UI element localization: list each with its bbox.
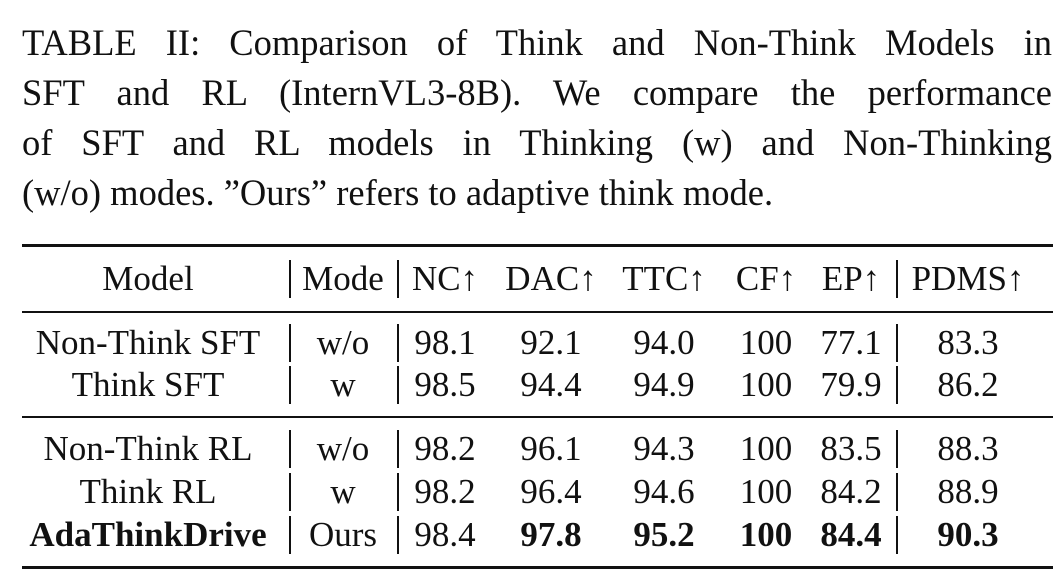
model-cell: Non-Think RL [43, 429, 253, 468]
metric-cell: 83.3 [937, 323, 999, 362]
column-separator [289, 324, 291, 362]
metric-cell: PDMS↑ [911, 259, 1025, 298]
metric-cell: 84.2 [820, 472, 882, 511]
column-separator [289, 260, 291, 298]
caption-line: (w/o) modes. ”Ours” refers to adaptive t… [22, 172, 774, 213]
column-separator [397, 366, 399, 404]
metric-cell: NC↑ [411, 259, 479, 298]
metric-cell: 88.3 [937, 429, 999, 468]
column-separator [896, 260, 898, 298]
metric-cell: 83.5 [820, 429, 882, 468]
model-cell: Model [102, 259, 194, 298]
metric-cell: TTC↑ [622, 259, 706, 298]
metric-cell: CF↑ [735, 259, 797, 298]
column-separator [289, 366, 291, 404]
table-rule [22, 244, 1053, 247]
caption-line: of SFT and RL models in Thinking (w) and… [22, 122, 1052, 163]
metric-cell: 98.1 [414, 323, 476, 362]
metric-cell: 84.4 [820, 515, 882, 554]
metric-cell: 88.9 [937, 472, 999, 511]
metric-cell: 100 [739, 429, 793, 468]
metric-cell: 100 [739, 365, 793, 404]
metric-cell: 100 [739, 515, 793, 554]
table-row: Think SFT w 98.5 94.4 94.9 100 79.9 86.2 [0, 363, 1060, 407]
column-separator [896, 430, 898, 468]
metric-cell: 94.6 [633, 472, 695, 511]
mode-cell: w [330, 472, 356, 511]
column-separator [289, 430, 291, 468]
metric-cell: 98.5 [414, 365, 476, 404]
metric-cell: 94.0 [633, 323, 695, 362]
metric-cell: 100 [739, 323, 793, 362]
metric-cell: 95.2 [633, 515, 695, 554]
metric-cell: 97.8 [520, 515, 582, 554]
table-rule [22, 311, 1053, 313]
metric-cell: 94.9 [633, 365, 695, 404]
metric-cell: 96.1 [520, 429, 582, 468]
metric-cell: 100 [739, 472, 793, 511]
metric-cell: 98.2 [414, 472, 476, 511]
mode-cell: Ours [308, 515, 378, 554]
mode-cell: w [330, 365, 356, 404]
table-row: Non-Think RL w/o 98.2 96.1 94.3 100 83.5 88.3 [0, 427, 1060, 471]
column-separator [896, 366, 898, 404]
column-separator [397, 260, 399, 298]
mode-cell: w/o [316, 429, 370, 468]
table-row: Think RL w 98.2 96.4 94.6 100 84.2 88.9 [0, 470, 1060, 514]
model-cell: Think RL [79, 472, 217, 511]
column-separator [397, 324, 399, 362]
mode-cell: Mode [302, 259, 384, 298]
table-row: Non-Think SFT w/o 98.1 92.1 94.0 100 77.1 83.3 [0, 321, 1060, 365]
table-header-row: Model Mode NC↑ DAC↑ TTC↑ CF↑ EP↑ PDMS↑ [0, 257, 1060, 301]
metric-cell: EP↑ [821, 259, 881, 298]
metric-cell: 96.4 [520, 472, 582, 511]
metric-cell: 79.9 [820, 365, 882, 404]
column-separator [896, 473, 898, 511]
metric-cell: 94.4 [520, 365, 582, 404]
table-rule [22, 416, 1053, 418]
model-cell: AdaThinkDrive [29, 515, 267, 554]
metric-cell: 94.3 [633, 429, 695, 468]
column-separator [289, 473, 291, 511]
column-separator [397, 473, 399, 511]
metric-cell: 90.3 [937, 515, 999, 554]
model-cell: Non-Think SFT [35, 323, 261, 362]
table-row: AdaThinkDrive Ours 98.4 97.8 95.2 100 84.4 90.3 [0, 513, 1060, 557]
caption-line: SFT and RL (InternVL3-8B). We compare th… [22, 72, 1052, 113]
table-caption: TABLE II: Comparison of Think and Non-Th… [22, 18, 1052, 218]
mode-cell: w/o [316, 323, 370, 362]
model-cell: Think SFT [71, 365, 225, 404]
metric-cell: 92.1 [520, 323, 582, 362]
column-separator [896, 516, 898, 554]
column-separator [397, 516, 399, 554]
metric-cell: 98.2 [414, 429, 476, 468]
metric-cell: 98.4 [414, 515, 476, 554]
table-rule [22, 566, 1053, 569]
caption-line: TABLE II: Comparison of Think and Non-Th… [22, 22, 1052, 63]
metric-cell: 77.1 [820, 323, 882, 362]
column-separator [397, 430, 399, 468]
column-separator [896, 324, 898, 362]
metric-cell: DAC↑ [505, 259, 597, 298]
metric-cell: 86.2 [937, 365, 999, 404]
column-separator [289, 516, 291, 554]
